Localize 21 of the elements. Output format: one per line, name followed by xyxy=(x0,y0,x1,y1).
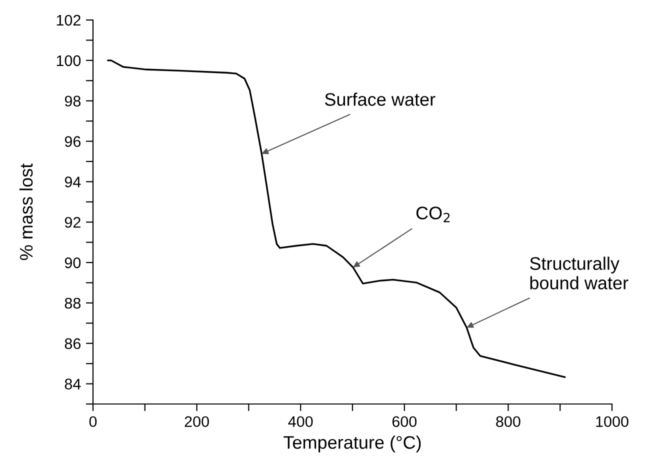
y-tick-label: 90 xyxy=(64,257,81,268)
x-tick-label: 1000 xyxy=(596,416,628,428)
annotation: Surface water xyxy=(324,92,436,106)
y-tick-label: 100 xyxy=(56,55,81,66)
x-tick-label: 400 xyxy=(288,416,313,428)
y-tick-label: 102 xyxy=(56,14,80,26)
y-tick-label: 84 xyxy=(64,378,81,390)
x-axis-title: Temperature (°C) xyxy=(284,436,421,452)
y-tick-label: 86 xyxy=(64,338,81,350)
x-tick-label: 200 xyxy=(184,416,209,428)
y-tick-label: 96 xyxy=(64,136,81,147)
x-tick-label: 0 xyxy=(89,416,97,428)
y-tick-label: 94 xyxy=(64,176,81,188)
x-tick-label: 800 xyxy=(496,416,520,428)
y-tick-label: 98 xyxy=(64,96,81,107)
y-tick-label: 92 xyxy=(64,216,80,228)
annotation: Structurally bound water xyxy=(530,256,628,290)
annotation: CO$_{2}$ xyxy=(416,206,450,222)
y-tick-label: 88 xyxy=(64,298,81,309)
x-tick-label: 600 xyxy=(392,416,417,428)
y-axis-title: % mass lost xyxy=(19,163,33,260)
